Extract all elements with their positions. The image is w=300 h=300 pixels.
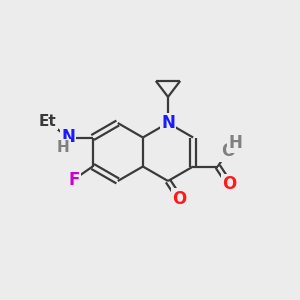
Text: O: O bbox=[172, 190, 187, 208]
Text: H: H bbox=[57, 140, 69, 155]
Text: N: N bbox=[61, 128, 75, 146]
Text: O: O bbox=[222, 175, 236, 193]
Text: N: N bbox=[161, 114, 175, 132]
Text: O: O bbox=[221, 142, 235, 160]
Text: F: F bbox=[68, 170, 80, 189]
Text: H: H bbox=[228, 134, 242, 152]
Text: Et: Et bbox=[39, 114, 57, 129]
